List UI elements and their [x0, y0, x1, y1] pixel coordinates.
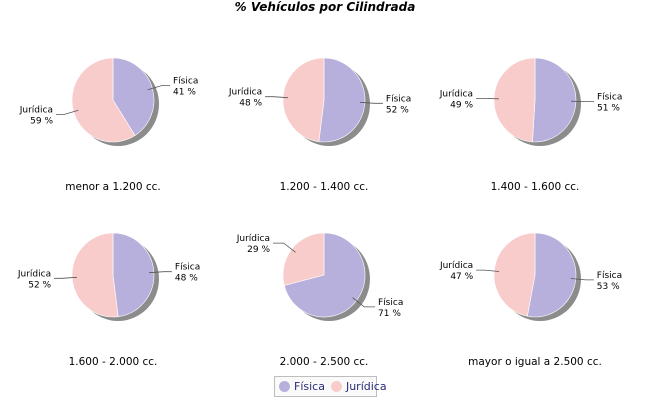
pie-label-leader — [54, 276, 78, 279]
legend-item-juridica: Jurídica — [330, 380, 387, 393]
pie-category-label: 2.000 - 2.500 cc. — [280, 356, 369, 368]
pie-slice-value-label: 52 % — [28, 280, 51, 290]
pie-slice-label: Física — [597, 93, 622, 103]
pie-slice-label: Jurídica — [19, 106, 53, 116]
pie-slice-juridica — [71, 232, 119, 318]
pie-label-leader — [148, 271, 172, 274]
pie-slice-label: Jurídica — [17, 269, 51, 279]
legend-item-fisica: Física — [279, 380, 325, 393]
pie-slice-label: Jurídica — [439, 261, 473, 271]
pie-label-leader — [570, 278, 594, 281]
pie-slice-value-label: 41 % — [173, 88, 196, 98]
pie-label-leader — [359, 101, 383, 104]
pie-slice-value-label: 51 % — [597, 104, 620, 114]
pie-label-leader — [352, 297, 375, 308]
legend-swatch-fisica — [279, 381, 290, 392]
pie-category-label: 1.200 - 1.400 cc. — [280, 181, 369, 193]
pie-label-leader — [265, 96, 289, 99]
chart-legend: Física Jurídica — [274, 376, 387, 397]
pie-slice-label: Física — [173, 77, 198, 87]
pie-slice-value-label: 29 % — [247, 245, 270, 255]
pie-slice-value-label: 59 % — [30, 117, 53, 127]
pie-slice-value-label: 48 % — [239, 99, 262, 109]
pie-label-leader — [476, 269, 500, 272]
pie-category-label: 1.400 - 1.600 cc. — [491, 181, 580, 193]
pie-slice-value-label: 47 % — [450, 272, 473, 282]
pie-label-leader — [147, 85, 170, 91]
pie-slice-value-label: 53 % — [597, 282, 620, 292]
pie-slice-label: Jurídica — [228, 88, 262, 98]
pie-slice-label: Física — [597, 271, 622, 281]
pie-label-leader — [56, 109, 79, 115]
pie-slice-label: Física — [378, 298, 403, 308]
legend-label-fisica: Física — [294, 380, 325, 393]
legend-label-juridica: Jurídica — [345, 380, 387, 393]
pie-slice-value-label: 71 % — [378, 309, 401, 319]
pie-slice-juridica — [282, 57, 325, 143]
pie-slice-juridica — [493, 57, 536, 143]
pie-slice-juridica — [493, 232, 536, 317]
pie-slice-label: Jurídica — [439, 89, 473, 99]
pie-label-leader — [273, 242, 296, 253]
chart-title: % Vehículos por Cilindrada — [234, 0, 416, 14]
legend-swatch-juridica — [330, 381, 342, 392]
pie-slice-label: Física — [386, 94, 411, 104]
pie-slice-value-label: 52 % — [386, 105, 409, 115]
pie-slice-value-label: 48 % — [175, 274, 198, 284]
pie-slice-label: Física — [175, 263, 200, 273]
pie-category-label: mayor o igual a 2.500 cc. — [468, 356, 602, 368]
pie-slice-value-label: 49 % — [450, 100, 473, 110]
pie-category-label: menor a 1.200 cc. — [65, 181, 160, 193]
pie-slice-label: Jurídica — [236, 234, 270, 244]
pie-category-label: 1.600 - 2.000 cc. — [69, 356, 158, 368]
